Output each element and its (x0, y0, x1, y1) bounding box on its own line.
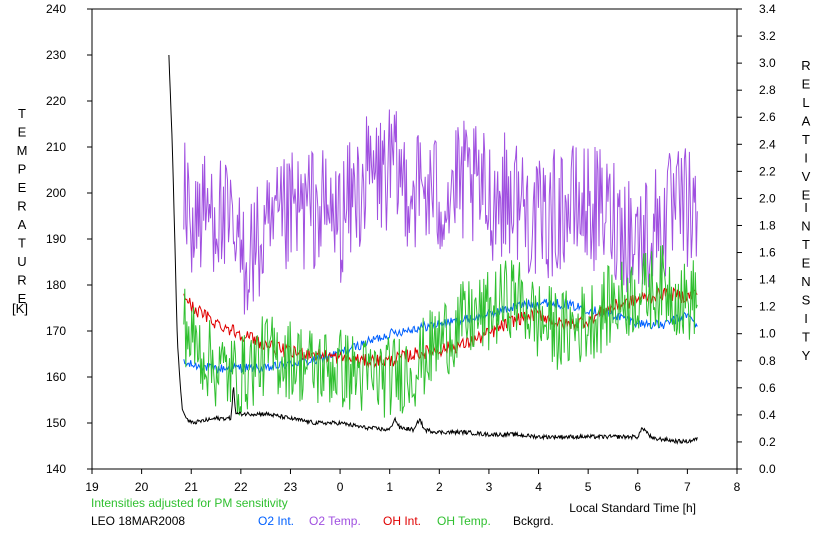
left-axis-title-letter: A (18, 217, 27, 232)
series-line (168, 54, 698, 445)
x-axis-tick-label: 5 (585, 480, 592, 494)
right-axis-title-letter: R (801, 58, 810, 73)
right-axis-tick-label: 1.6 (759, 246, 776, 260)
right-axis-tick-label: 2.0 (759, 191, 776, 205)
right-axis-title-letter: A (802, 114, 811, 129)
left-axis-tick-label: 140 (46, 462, 66, 476)
left-axis-tick-label: 190 (46, 232, 66, 246)
sensitivity-note: Intensities adjusted for PM sensitivity (91, 496, 288, 510)
x-axis-tick-label: 4 (535, 480, 542, 494)
right-axis-title-letter: I (804, 200, 808, 215)
left-axis-title-letter: E (18, 291, 27, 306)
left-axis-tick-label: 160 (46, 370, 66, 384)
legend-entry: O2 Int. (258, 514, 294, 528)
left-axis-tick-label: 150 (46, 416, 66, 430)
right-axis-tick-label: 0.2 (759, 435, 776, 449)
left-axis-tick-label: 170 (46, 324, 66, 338)
right-axis-tick-label: 0.8 (759, 354, 776, 368)
x-axis-tick-label: 3 (486, 480, 493, 494)
right-axis-tick-label: 3.0 (759, 56, 776, 70)
left-axis-title-letter: E (18, 125, 27, 140)
x-axis-tick-label: 19 (85, 480, 99, 494)
x-axis-title: Local Standard Time [h] (569, 501, 696, 515)
x-axis-tick-label: 23 (284, 480, 298, 494)
series-line (183, 109, 698, 315)
left-axis-title-letter: M (17, 143, 28, 158)
right-axis-title-letter: N (801, 219, 810, 234)
right-axis-title-letter: T (802, 330, 810, 345)
legend-entry: OH Temp. (437, 514, 491, 528)
series-line (183, 245, 698, 418)
right-axis-title-letter: T (802, 132, 810, 147)
left-axis-title-letter: T (18, 236, 26, 251)
left-axis-title-letter: R (17, 273, 26, 288)
right-axis-tick-label: 0.6 (759, 381, 776, 395)
left-axis-title-letter: R (17, 199, 26, 214)
right-axis-tick-label: 2.2 (759, 164, 776, 178)
labels-layer: 2402302202102001901801701601501403.43.23… (12, 2, 811, 528)
right-axis-title-letter: V (802, 169, 811, 184)
left-axis-tick-label: 240 (46, 2, 66, 16)
right-axis-tick-label: 1.2 (759, 300, 776, 314)
right-axis-title-letter: E (802, 77, 811, 92)
series-line (183, 298, 698, 375)
left-axis-tick-label: 220 (46, 94, 66, 108)
legend-entry: Bckgrd. (513, 514, 554, 528)
right-axis-title-letter: I (804, 311, 808, 326)
right-axis-tick-label: 0.0 (759, 462, 776, 476)
right-axis-tick-label: 2.6 (759, 110, 776, 124)
left-axis-title-letter: T (18, 106, 26, 121)
legend-entry: O2 Temp. (309, 514, 361, 528)
right-axis-title-letter: Y (802, 348, 811, 363)
left-axis-tick-label: 180 (46, 278, 66, 292)
right-axis-title-letter: L (802, 95, 809, 110)
x-axis-tick-label: 1 (386, 480, 393, 494)
right-axis-title-letter: I (804, 151, 808, 166)
x-axis-tick-label: 2 (436, 480, 443, 494)
right-axis-title-letter: S (802, 293, 811, 308)
right-axis-tick-label: 0.4 (759, 408, 776, 422)
right-axis-tick-label: 3.2 (759, 29, 776, 43)
x-axis-tick-label: 20 (135, 480, 149, 494)
right-axis-tick-label: 1.0 (759, 327, 776, 341)
x-axis-tick-label: 6 (634, 480, 641, 494)
x-axis-tick-label: 21 (185, 480, 199, 494)
right-axis-tick-label: 2.8 (759, 83, 776, 97)
left-axis-title-letter: P (18, 162, 27, 177)
x-axis-tick-label: 8 (734, 480, 741, 494)
left-axis-title-letter: U (17, 254, 26, 269)
left-axis-title-letter: E (18, 180, 27, 195)
right-axis-title-letter: E (802, 188, 811, 203)
x-axis-tick-label: 7 (684, 480, 691, 494)
left-axis-tick-label: 230 (46, 48, 66, 62)
right-axis-tick-label: 1.8 (759, 218, 776, 232)
left-axis-tick-label: 200 (46, 186, 66, 200)
right-axis-title-letter: E (802, 256, 811, 271)
right-axis-tick-label: 3.4 (759, 2, 776, 16)
station-label: LEO 18MAR2008 (91, 514, 185, 528)
axes-layer (87, 8, 742, 474)
right-axis-title-letter: N (801, 274, 810, 289)
x-axis-tick-label: 22 (234, 480, 248, 494)
x-axis-tick-label: 0 (337, 480, 344, 494)
series-layer (168, 54, 698, 445)
right-axis-tick-label: 2.4 (759, 137, 776, 151)
left-axis-tick-label: 210 (46, 140, 66, 154)
legend-entry: OH Int. (383, 514, 421, 528)
left-axis-unit: [K] (12, 301, 28, 316)
right-axis-tick-label: 1.4 (759, 273, 776, 287)
right-axis-title-letter: T (802, 237, 810, 252)
